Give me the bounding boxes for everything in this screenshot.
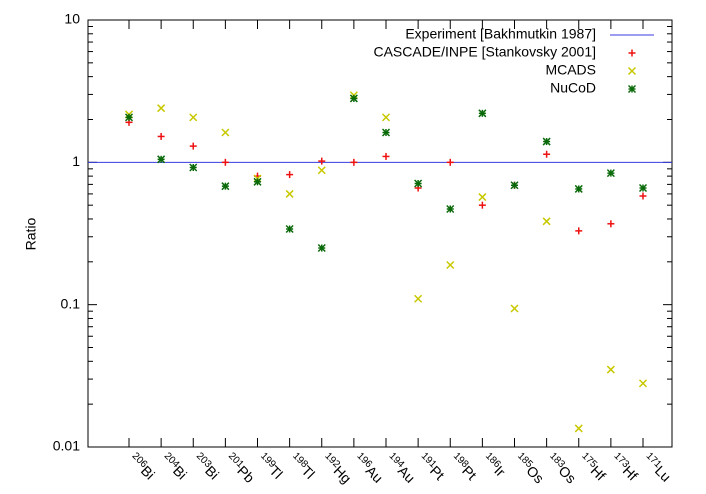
data-point xyxy=(478,109,487,118)
y-tick-label: 10 xyxy=(64,11,80,27)
marker-stroke xyxy=(606,365,615,374)
marker-stroke xyxy=(221,182,230,191)
marker-stroke xyxy=(221,128,230,137)
data-point xyxy=(189,163,198,172)
data-point xyxy=(124,113,134,122)
data-point xyxy=(285,189,294,198)
data-point xyxy=(446,204,455,214)
data-point xyxy=(446,260,455,270)
marker-stroke xyxy=(414,179,423,188)
data-point xyxy=(382,152,390,160)
legend-swatch xyxy=(628,49,636,57)
data-point xyxy=(221,182,230,191)
data-point xyxy=(318,157,326,165)
marker-stroke xyxy=(157,155,166,164)
marker-stroke xyxy=(638,379,648,388)
y-tick-label: 0.01 xyxy=(53,438,80,454)
marker-stroke xyxy=(542,137,551,146)
data-point xyxy=(157,132,165,140)
legend-label: Experiment [Bakhmutkin 1987] xyxy=(405,26,596,42)
legend-label: CASCADE/INPE [Stankovsky 2001] xyxy=(373,44,596,60)
marker-stroke xyxy=(317,166,326,175)
marker-stroke xyxy=(574,184,583,193)
marker-stroke xyxy=(189,163,198,172)
data-point xyxy=(414,179,423,188)
y-axis-label: Ratio xyxy=(23,217,39,250)
marker-stroke xyxy=(381,128,391,137)
data-point xyxy=(349,94,358,103)
legend-swatch xyxy=(627,66,637,76)
data-point xyxy=(574,424,583,433)
marker-stroke xyxy=(349,94,358,103)
data-point xyxy=(317,243,326,253)
data-point xyxy=(381,113,391,122)
data-point xyxy=(542,217,551,226)
data-point xyxy=(542,137,551,146)
marker-stroke xyxy=(627,84,637,94)
marker-stroke xyxy=(542,217,551,226)
data-point xyxy=(543,150,551,158)
data-point xyxy=(575,227,583,235)
data-point xyxy=(510,181,519,190)
marker-stroke xyxy=(189,113,198,122)
marker-stroke xyxy=(285,224,294,234)
data-point xyxy=(638,379,648,388)
data-point xyxy=(478,201,486,209)
data-point xyxy=(446,158,454,166)
data-point xyxy=(157,155,166,164)
marker-stroke xyxy=(574,424,583,433)
marker-stroke xyxy=(627,66,637,76)
data-point xyxy=(189,142,197,150)
data-point xyxy=(478,193,487,202)
marker-stroke xyxy=(317,243,326,253)
data-point xyxy=(606,169,615,178)
marker-stroke xyxy=(381,113,391,122)
marker-stroke xyxy=(414,294,423,303)
data-point xyxy=(286,171,294,179)
marker-stroke xyxy=(446,260,455,270)
plot-frame xyxy=(87,19,673,448)
marker-stroke xyxy=(510,181,519,190)
marker-stroke xyxy=(285,189,294,198)
legend-label: MCADS xyxy=(545,62,596,78)
marker-stroke xyxy=(638,183,648,193)
marker-stroke xyxy=(478,109,487,118)
data-point xyxy=(221,128,230,137)
data-point xyxy=(189,113,198,122)
data-point xyxy=(574,184,583,193)
data-point xyxy=(317,166,326,175)
data-point xyxy=(607,220,615,228)
marker-stroke xyxy=(157,104,166,113)
y-tick-label: 1 xyxy=(72,153,80,169)
data-point xyxy=(157,104,166,113)
marker-stroke xyxy=(606,169,615,178)
data-point xyxy=(221,158,229,166)
data-point xyxy=(285,224,294,234)
legend-label: NuCoD xyxy=(550,80,596,96)
data-point xyxy=(639,192,647,200)
y-tick-label: 0.1 xyxy=(61,295,81,311)
data-point xyxy=(381,128,391,137)
data-point xyxy=(510,304,519,313)
data-point xyxy=(350,158,358,166)
data-point xyxy=(606,365,615,374)
marker-stroke xyxy=(253,177,262,186)
data-point xyxy=(253,177,262,186)
marker-stroke xyxy=(124,113,134,122)
data-point xyxy=(414,294,423,303)
marker-stroke xyxy=(510,304,519,313)
legend-swatch xyxy=(627,84,637,94)
marker-stroke xyxy=(478,193,487,202)
marker-stroke xyxy=(446,204,455,214)
data-point xyxy=(638,183,648,193)
